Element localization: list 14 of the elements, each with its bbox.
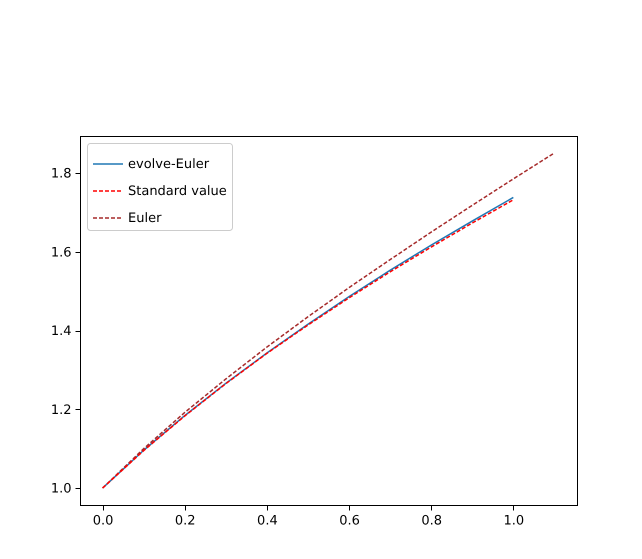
x-tick-label: 0.0 (92, 514, 114, 528)
x-tick-label: 1.0 (503, 514, 524, 528)
x-tick-label: 0.4 (257, 514, 278, 528)
legend-label: Euler (128, 211, 162, 226)
y-tick-label: 1.6 (50, 245, 72, 260)
x-tick-label: 0.8 (421, 514, 442, 528)
y-tick-label: 1.8 (50, 166, 72, 182)
legend-label: Standard value (128, 184, 227, 199)
y-tick-label: 1.2 (50, 402, 72, 418)
x-tick-label: 0.2 (174, 514, 196, 528)
legend-label: evolve-Euler (128, 157, 210, 172)
y-tick-label: 1.4 (50, 324, 72, 340)
x-tick-label: 0.6 (339, 514, 360, 528)
y-tick-label: 1.0 (50, 482, 72, 497)
